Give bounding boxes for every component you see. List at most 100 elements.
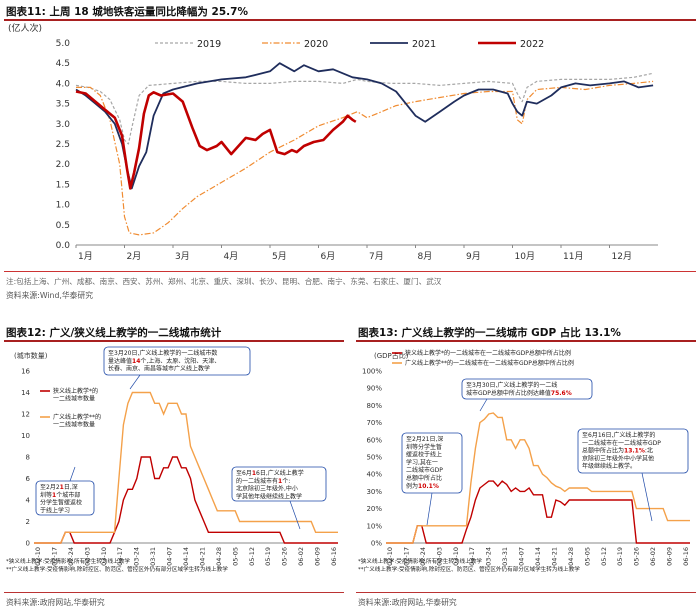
c13-callout-box <box>577 428 689 474</box>
c12-callout_right: 至6月16日,广义线上教学的一二线城市有1个:北京除初三年级外,中小学其他年级继… <box>236 469 304 500</box>
c13-legend-label: 狭义线上教学*的一二线城市在一二线城市GDP总额中所占比例 <box>405 349 571 357</box>
c13-footnotes: *狭义线上教学:受疫情影响,所有学生转为线上教学**广义线上教学:受疫情影响,除… <box>358 557 580 573</box>
c12-x-tick-label: 04-14 <box>182 547 190 566</box>
c13-y-tick-label: 80% <box>366 402 382 410</box>
fig11-y-tick-label: 0.5 <box>56 221 70 231</box>
fig11-y-tick-label: 4.0 <box>56 79 71 89</box>
c13-x-tick-label: 05-19 <box>616 547 624 566</box>
fig11-series-2019 <box>75 72 654 145</box>
fig11-x-tick-label: 3月 <box>175 251 190 262</box>
fig11-x-tick-label: 6月 <box>321 251 336 262</box>
c13-y-tick-label: 30% <box>366 488 382 496</box>
c13-x-tick-label: 06-09 <box>666 547 674 566</box>
c13-legend-label: 广义线上教学**的一二线城市在一二线城市GDP总额中所占比例 <box>405 359 574 367</box>
c12-y-tick-label: 6 <box>26 475 31 483</box>
c13-x-tick-label: 06-16 <box>682 547 690 566</box>
fig11-chart: (亿人次) 0.0 0.5 1.0 1.5 2.0 2.5 3.0 3.5 4.0 4.5 5.0 1月… <box>8 22 658 262</box>
c12-callout_left-highlight: 1 <box>52 492 56 499</box>
c12-legend-label-line: 广义线上教学**的 <box>53 413 101 421</box>
c13-callout_right-highlight: 13.1% <box>624 448 645 455</box>
fig11-x-tick-label: 5月 <box>272 251 287 262</box>
c12-series-broad <box>34 391 338 544</box>
fig12-source: 资料来源:政府网站,华泰研究 <box>6 598 105 607</box>
c12-callout_top-line: 长春、南京、南昌等城市广义线上教学 <box>108 365 210 373</box>
fig11-source: 资料来源:Wind,华泰研究 <box>6 291 94 300</box>
c13-callout_top: 至3月30日,广义线上教学的一二线城市GDP总额中所占比例达峰值75.6% <box>466 381 572 397</box>
c13-callout_left-highlight: 10.1% <box>418 483 439 490</box>
c13-callout_top-line: 城市GDP总额中所占比例达峰值75.6% <box>466 389 572 397</box>
fig11-x-tick-label: 9月 <box>466 251 481 262</box>
c12-y-tick-label: 4 <box>26 497 31 505</box>
fig11-y-tick-label: 2.5 <box>56 140 70 150</box>
fig13-title: 图表13: 广义线上教学的一二线城市 GDP 占比 13.1% <box>358 327 621 339</box>
c12-x-tick-label: 06-02 <box>297 547 305 566</box>
fig11-legend-label: 2020 <box>304 39 328 50</box>
c13-callout_right-line: 京除初三年级外中小学其他 <box>582 454 654 462</box>
c13-x-tick-label: 05-12 <box>600 547 608 566</box>
c12-x-tick-label: 04-28 <box>215 547 223 566</box>
c12-callout-box <box>35 480 95 516</box>
fig11-x-tick-label: 7月 <box>369 251 384 262</box>
fig11-series-2021 <box>75 62 654 190</box>
fig12-chart: (城市数量) 0 2 4 6 8 10 12 14 16 02-10 02-17 02-24 03-03 0… <box>6 346 338 573</box>
c12-x-tick-label: 02-24 <box>67 547 75 566</box>
c13-x-tick-label: 05-26 <box>633 547 641 566</box>
c12-x-tick-label: 05-05 <box>231 547 239 566</box>
c13-x-tick-label: 02-17 <box>402 547 410 566</box>
c12-footnotes: *狭义线上教学:受疫情影响,所有学生转为线上教学**广义线上教学:受疫情影响,除… <box>6 557 228 573</box>
c12-y-tick-label: 16 <box>21 368 30 376</box>
fig11-bottom-rule <box>4 271 696 272</box>
c12-series-narrow <box>34 456 338 544</box>
fig11-x-tick-label: 11月 <box>563 251 583 262</box>
c12-callout-leader <box>129 374 141 390</box>
fig11-x-tick-label: 2月 <box>127 251 142 262</box>
c12-callout_top-highlight: 14 <box>132 358 140 365</box>
fig11-y-tick-label: 0.0 <box>56 241 71 251</box>
c13-y-tick-label: 70% <box>366 419 382 427</box>
fig11-x-tick-label: 1月 <box>78 251 93 262</box>
c13-x-tick-label: 02-24 <box>419 547 427 566</box>
c12-callout_right-highlight: 1 <box>252 470 256 477</box>
fig11-note: 注:包括上海、广州、成都、南京、西安、苏州、郑州、北京、重庆、深圳、长沙、昆明、… <box>6 277 442 286</box>
fig13-chart: (GDP占比) 0% 10% 20% 30% 40% 50% 60% 70% 80% 90% 100%… <box>358 349 690 573</box>
fig11-series-2022 <box>75 90 357 190</box>
c12-callout_right-line: 北京除初三年级外,中小 <box>236 485 298 493</box>
c13-y-axis-label: (GDP占比) <box>374 351 409 360</box>
c13-y-tick-label: 0% <box>371 540 382 548</box>
c13-callout_top-highlight: 75.6% <box>551 390 572 397</box>
c12-callout_left-line: 至2月21日,深 <box>40 483 78 491</box>
c12-x-tick-label: 05-26 <box>281 547 289 566</box>
c12-callout_left-line: 圳等1个城市部 <box>40 491 80 499</box>
c12-legend-label-line: 狭义线上教学*的 <box>53 387 98 395</box>
c12-callout_right-highlight: 1 <box>278 478 282 485</box>
fig11-y-tick-label: 1.0 <box>56 201 71 211</box>
c12-x-tick-label: 06-16 <box>330 547 338 566</box>
fig12-bottom-rule <box>4 592 344 593</box>
c13-x-tick-label: 04-28 <box>567 547 575 566</box>
c13-x-tick-label: 02-10 <box>386 547 394 566</box>
c13-y-tick-label: 40% <box>366 471 382 479</box>
c12-x-tick-label: 03-03 <box>83 547 91 566</box>
c12-y-tick-label: 0 <box>26 540 30 548</box>
c12-callout_top: 至3月20日,广义线上教学的一二线城市数量达峰值14个,上海、太原、沈阳、天津、… <box>108 349 220 373</box>
c12-x-tick-label: 05-12 <box>248 547 256 566</box>
c13-y-tick-label: 50% <box>366 454 382 462</box>
c12-x-tick-label: 04-07 <box>166 547 174 566</box>
fig11-x-tick-label: 4月 <box>224 251 239 262</box>
c12-legend-label-line: 一二线城市数量 <box>53 421 95 429</box>
c13-legend-label-line: 狭义线上教学*的一二线城市在一二线城市GDP总额中所占比例 <box>405 349 571 357</box>
c13-x-tick-label: 03-10 <box>452 547 460 566</box>
c12-y-tick-label: 14 <box>21 389 30 397</box>
fig11-title: 图表11: 上周 18 城地铁客运量同比降幅为 25.7% <box>6 6 248 18</box>
fig11-series-2020 <box>76 80 654 236</box>
c13-callout_right-line: 至6月16日,广义线上教学的 <box>582 431 655 439</box>
c13-callout-leader <box>426 492 433 526</box>
c13-callout_left-line: 二线城市GDP <box>406 466 443 474</box>
fig11-title-rule <box>4 19 696 21</box>
c12-x-tick-label: 02-17 <box>50 547 58 566</box>
c12-x-tick-label: 06-09 <box>314 547 322 566</box>
c13-callout_left-line: 学习,其在一 <box>406 458 438 466</box>
c12-y-tick-label: 2 <box>26 518 30 526</box>
c12-legend-label-line: 一二线城市数量 <box>53 395 95 403</box>
c12-legend-label: 广义线上教学**的一二线城市数量 <box>53 413 101 429</box>
